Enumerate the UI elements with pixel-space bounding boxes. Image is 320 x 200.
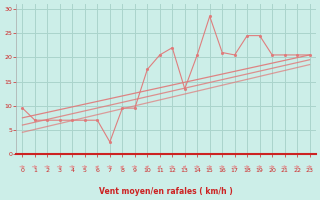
- Point: [307, 53, 312, 57]
- Point: [70, 119, 75, 122]
- Point: [45, 119, 50, 122]
- Point: [220, 51, 225, 54]
- Point: [95, 119, 100, 122]
- Point: [244, 34, 250, 37]
- Point: [145, 68, 150, 71]
- Point: [120, 107, 125, 110]
- Point: [282, 53, 287, 57]
- Point: [257, 34, 262, 37]
- Point: [32, 119, 37, 122]
- Point: [269, 53, 275, 57]
- Point: [232, 53, 237, 57]
- Point: [20, 107, 25, 110]
- Point: [132, 107, 137, 110]
- Point: [182, 87, 187, 90]
- Point: [57, 119, 62, 122]
- Point: [207, 15, 212, 18]
- X-axis label: Vent moyen/en rafales ( km/h ): Vent moyen/en rafales ( km/h ): [99, 187, 233, 196]
- Point: [107, 140, 112, 144]
- Point: [157, 53, 162, 57]
- Point: [170, 46, 175, 49]
- Point: [195, 53, 200, 57]
- Point: [82, 119, 87, 122]
- Point: [294, 53, 300, 57]
